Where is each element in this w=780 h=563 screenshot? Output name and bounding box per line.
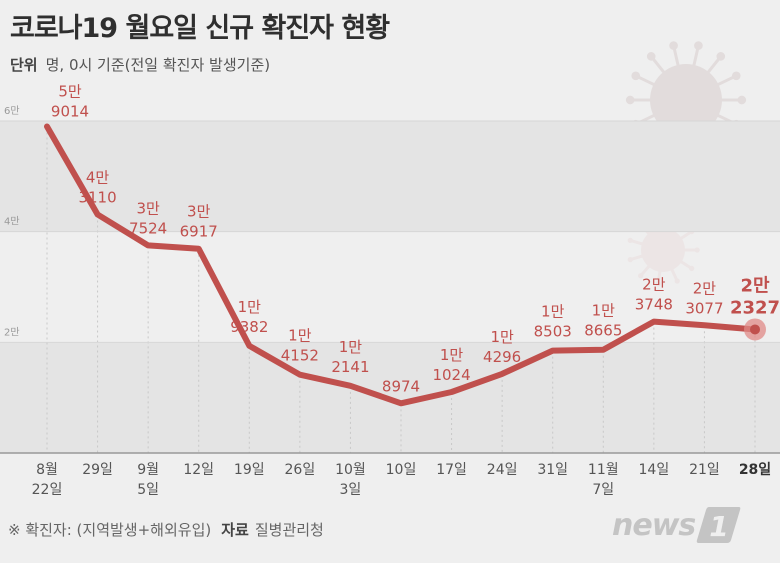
series-line-group bbox=[44, 123, 766, 407]
grid-band bbox=[0, 121, 780, 232]
data-label: 2만 bbox=[642, 276, 666, 294]
unit-label: 단위 bbox=[10, 56, 38, 74]
data-point bbox=[750, 324, 760, 335]
x-tick-label: 24일 bbox=[487, 462, 518, 478]
x-tick-label: 21일 bbox=[689, 462, 720, 478]
x-tick-label: 28일 bbox=[739, 462, 771, 478]
x-tick-label: 5일 bbox=[137, 482, 159, 498]
logo-badge-text: 1 bbox=[710, 510, 729, 543]
x-tick-label: 26일 bbox=[285, 462, 316, 478]
x-tick-label: 29일 bbox=[82, 462, 113, 478]
x-tick-label: 10일 bbox=[386, 462, 417, 478]
data-label: 4152 bbox=[281, 347, 319, 365]
data-label: 1만 bbox=[339, 338, 363, 356]
x-tick-label: 19일 bbox=[234, 462, 265, 478]
source-text: 질병관리청 bbox=[254, 521, 324, 539]
footer-note: ※ 확진자: (지역발생+해외유입) 자료 질병관리청 bbox=[8, 519, 324, 540]
data-label: 1만 bbox=[288, 327, 312, 345]
x-tick-label: 7일 bbox=[592, 482, 614, 498]
x-axis: 8월 22일 29일 9월 5일 12일 19일 26일 10월 3일 10일 17일 24일 31일 11… bbox=[32, 462, 772, 498]
data-label: 1만 bbox=[592, 302, 616, 320]
footer-note-text: ※ 확진자: (지역발생+해외유입) bbox=[8, 521, 212, 539]
data-label: 8974 bbox=[382, 377, 420, 395]
x-tick-label: 10월 bbox=[335, 462, 366, 478]
x-tick-label: 8월 bbox=[36, 462, 58, 478]
data-label: 2만 bbox=[693, 279, 717, 297]
data-label: 3만 bbox=[136, 199, 160, 217]
x-tick-label: 11월 bbox=[588, 462, 619, 478]
data-label: 2327 bbox=[730, 297, 780, 318]
y-tick-label: 4만 bbox=[4, 216, 20, 228]
data-label: 3077 bbox=[685, 299, 723, 317]
data-label: 6917 bbox=[180, 223, 218, 241]
data-label: 3748 bbox=[635, 296, 673, 314]
x-tick-label: 12일 bbox=[183, 462, 214, 478]
data-label: 1만 bbox=[490, 328, 514, 346]
data-label: 1만 bbox=[541, 303, 565, 321]
x-tick-label: 31일 bbox=[537, 462, 568, 478]
y-tick-label: 2만 bbox=[4, 326, 20, 338]
x-tick-label: 22일 bbox=[32, 482, 63, 498]
series-line bbox=[44, 123, 758, 407]
data-label: 1024 bbox=[432, 366, 470, 384]
logo-badge-icon: 1 bbox=[697, 507, 741, 543]
data-labels: 5만 9014 4만 3110 3만 7524 3만 6917 1만 9382 1만 4152 1만 21… bbox=[51, 82, 780, 395]
data-label: 9382 bbox=[230, 318, 268, 336]
source-label: 자료 bbox=[221, 521, 249, 539]
data-label: 2141 bbox=[331, 358, 369, 376]
unit-note: 단위 명, 0시 기준(전일 확진자 발생기준) bbox=[10, 54, 270, 75]
logo-text: news bbox=[612, 507, 696, 543]
page-title: 코로나19 월요일 신규 확진자 현황 bbox=[10, 13, 390, 44]
y-tick-label: 6만 bbox=[4, 105, 20, 117]
x-tick-label: 14일 bbox=[639, 462, 670, 478]
data-label: 1만 bbox=[440, 346, 464, 364]
vertical-gridlines bbox=[46, 132, 756, 453]
data-label: 3110 bbox=[78, 188, 116, 206]
data-label: 8665 bbox=[584, 322, 622, 340]
data-label: 4만 bbox=[86, 168, 110, 186]
data-label: 3만 bbox=[187, 203, 211, 221]
data-label: 5만 bbox=[58, 82, 82, 100]
news1-logo: news 1 bbox=[612, 505, 741, 545]
data-label: 8503 bbox=[534, 323, 572, 341]
unit-text: 명, 0시 기준(전일 확진자 발생기준) bbox=[45, 56, 271, 74]
data-label: 4296 bbox=[483, 348, 521, 366]
x-tick-label: 3일 bbox=[340, 482, 362, 498]
data-label: 1만 bbox=[238, 298, 262, 316]
data-label: 7524 bbox=[129, 219, 167, 237]
x-tick-label: 17일 bbox=[436, 462, 467, 478]
line-chart: 2만 4만 6만 8월 22일 29일 9월 5일 12일 19일 26일 10월 3일 10일 17일 2… bbox=[0, 41, 780, 498]
data-label: 9014 bbox=[51, 102, 89, 120]
x-tick-label: 9월 bbox=[137, 462, 159, 478]
data-label: 2만 bbox=[740, 275, 770, 296]
